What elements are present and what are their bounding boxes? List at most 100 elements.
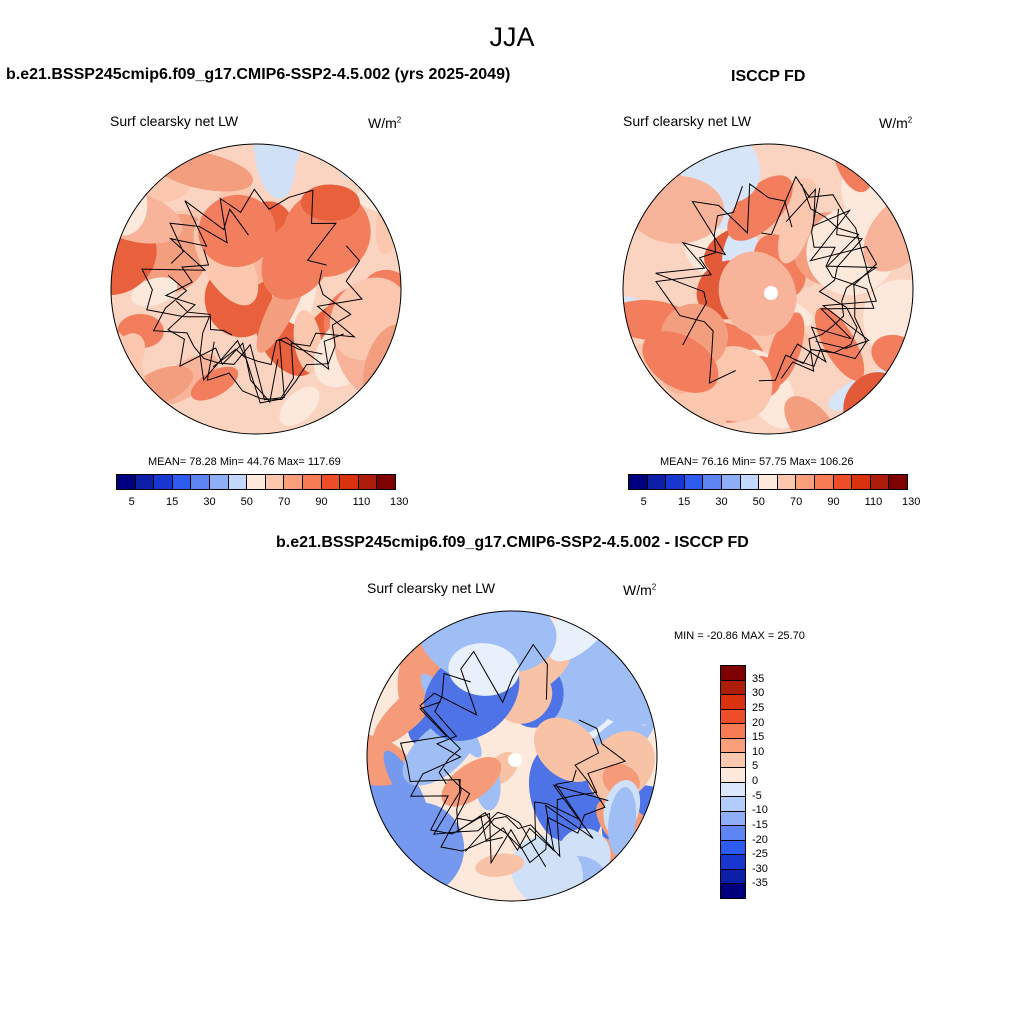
diff-colorbar [720,665,746,899]
page-title: JJA [489,22,535,52]
model-colorbar [116,474,396,490]
colorbar-swatch [247,475,266,489]
colorbar-swatch [265,475,285,489]
model-panel-title: b.e21.BSSP245cmip6.f09_g17.CMIP6-SSP2-4.… [6,66,511,83]
colorbar-swatch [721,811,745,827]
colorbar-tick-label: 15 [678,496,691,508]
colorbar-swatch [340,475,359,489]
colorbar-tick-label: -30 [752,862,768,875]
colorbar-swatch [721,826,745,841]
colorbar-swatch [321,475,341,489]
colorbar-tick-label: 70 [790,496,803,508]
colorbar-tick-label: -15 [752,818,768,831]
diff-variable-label: Surf clearsky net LW [367,580,496,596]
colorbar-swatch [889,475,907,489]
obs-colorbar-labels: 5 15 30 50 70 90 110 130 [628,496,921,510]
colorbar-tick-label: 110 [352,496,371,508]
colorbar-swatch [721,840,745,856]
colorbar-swatch [721,738,745,754]
colorbar-tick-label: 90 [827,496,840,508]
colorbar-swatch [209,475,229,489]
colorbar-tick-label: 110 [864,496,883,508]
colorbar-tick-label: 35 [752,672,765,685]
colorbar-tick-label: 20 [752,716,765,729]
obs-panel-title: ISCCP FD [731,68,806,85]
colorbar-swatch [721,709,745,725]
colorbar-swatch [721,695,745,710]
colorbar-tick-label: 5 [128,496,135,508]
colorbar-swatch [721,782,745,798]
colorbar-swatch [721,724,745,739]
colorbar-tick-label: 15 [752,731,765,744]
colorbar-swatch [740,475,760,489]
colorbar-tick-label: 130 [390,496,409,508]
colorbar-swatch [228,475,248,489]
diff-colorbar-labels: 35 30 25 20 15 10 5 0 -5 -10 -15 -20 -25 -30 -35 [752,665,792,899]
model-units-label: W/m2 [368,115,402,131]
colorbar-swatch [833,475,853,489]
colorbar-tick-label: 30 [752,687,765,700]
colorbar-tick-label: -5 [752,789,762,802]
colorbar-tick-label: 5 [640,496,647,508]
obs-polar-map [622,143,914,435]
obs-stats: MEAN= 76.16 Min= 57.75 Max= 106.26 [660,456,854,468]
colorbar-tick-label: 50 [752,496,765,508]
colorbar-swatch [721,475,741,489]
colorbar-swatch [721,680,745,696]
colorbar-swatch [647,475,667,489]
colorbar-tick-label: 10 [752,745,765,758]
obs-colorbar [628,474,908,490]
colorbar-tick-label: 25 [752,701,765,714]
colorbar-swatch [721,753,745,768]
colorbar-tick-label: -10 [752,804,768,817]
colorbar-tick-label: 5 [752,760,759,773]
colorbar-tick-label: 70 [278,496,291,508]
colorbar-swatch [796,475,815,489]
diff-units-label: W/m2 [623,582,657,598]
colorbar-swatch [629,475,648,489]
colorbar-swatch [721,855,745,870]
model-stats: MEAN= 78.28 Min= 44.76 Max= 117.69 [148,456,341,468]
diff-polar-map [366,610,658,902]
colorbar-swatch [777,475,797,489]
colorbar-tick-label: -25 [752,848,768,861]
colorbar-swatch [284,475,303,489]
colorbar-tick-label: 30 [715,496,728,508]
obs-units-label: W/m2 [879,115,913,131]
colorbar-swatch [117,475,136,489]
colorbar-swatch [870,475,890,489]
model-colorbar-labels: 5 15 30 50 70 90 110 130 [116,496,409,510]
colorbar-swatch [358,475,378,489]
colorbar-swatch [377,475,395,489]
colorbar-tick-label: 130 [902,496,921,508]
colorbar-swatch [172,475,192,489]
colorbar-swatch [721,767,745,783]
colorbar-swatch [721,884,745,898]
colorbar-swatch [684,475,704,489]
colorbar-tick-label: 90 [315,496,328,508]
colorbar-swatch [135,475,155,489]
colorbar-swatch [759,475,778,489]
colorbar-tick-label: -20 [752,833,768,846]
colorbar-tick-label: 50 [240,496,253,508]
diff-panel-title: b.e21.BSSP245cmip6.f09_g17.CMIP6-SSP2-4.… [276,534,749,551]
diff-stats: MIN = -20.86 MAX = 25.70 [674,630,805,642]
colorbar-swatch [302,475,322,489]
model-variable-label: Surf clearsky net LW [110,113,239,129]
colorbar-swatch [666,475,685,489]
colorbar-swatch [721,797,745,812]
colorbar-tick-label: 30 [203,496,216,508]
colorbar-swatch [852,475,871,489]
colorbar-tick-label: 15 [166,496,179,508]
colorbar-swatch [721,666,745,681]
colorbar-swatch [154,475,173,489]
colorbar-swatch [721,869,745,885]
colorbar-swatch [814,475,834,489]
model-polar-map [110,143,402,435]
colorbar-tick-label: 0 [752,775,759,787]
colorbar-tick-label: -35 [752,877,768,890]
colorbar-swatch [191,475,210,489]
colorbar-swatch [703,475,722,489]
obs-variable-label: Surf clearsky net LW [623,113,752,129]
